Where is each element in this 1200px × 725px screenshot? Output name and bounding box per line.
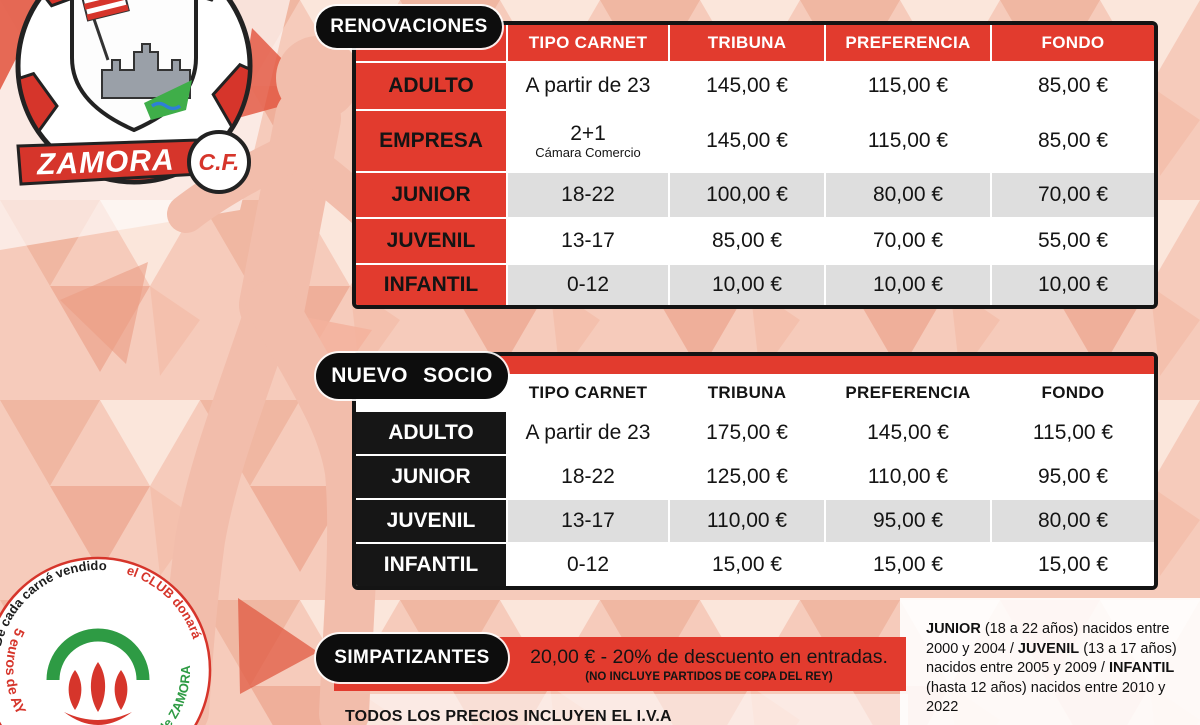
tribuna-price-cell: 100,00 € <box>670 173 824 217</box>
column-header: FONDO <box>992 25 1154 61</box>
preferencia-price-cell: 80,00 € <box>826 173 990 217</box>
preferencia-price-cell: 15,00 € <box>826 544 990 586</box>
row-label: JUVENIL <box>356 500 506 542</box>
row-label: EMPRESA <box>356 111 506 171</box>
carnet-cell: A partir de 23 <box>508 63 668 109</box>
fondo-price-cell: 95,00 € <box>992 456 1154 498</box>
carnet-cell: 13-17 <box>508 219 668 263</box>
shield-flag <box>79 0 130 61</box>
carnet-value: 13-17 <box>561 229 615 253</box>
carnet-subtext: Cámara Comercio <box>535 145 641 161</box>
fondo-price-cell: 15,00 € <box>992 544 1154 586</box>
column-header: TRIBUNA <box>670 376 824 410</box>
club-suffix: C.F. <box>199 149 240 175</box>
fondo-price-cell: 85,00 € <box>992 63 1154 109</box>
row-label: ADULTO <box>356 63 506 109</box>
carnet-cell: 0-12 <box>508 265 668 305</box>
column-header: FONDO <box>992 376 1154 410</box>
simpatizantes-offer: 20,00 € - 20% de descuento en entradas. <box>530 645 888 668</box>
row-label: JUVENIL <box>356 219 506 263</box>
club-name: ZAMORA <box>35 144 175 182</box>
column-header: TRIBUNA <box>670 25 824 61</box>
carnet-value: 18-22 <box>561 183 615 207</box>
tribuna-price-cell: 10,00 € <box>670 265 824 305</box>
cf-roundel <box>187 130 251 194</box>
carnet-cell: A partir de 23 <box>508 412 668 454</box>
row-label: JUNIOR <box>356 456 506 498</box>
preferencia-price-cell: 10,00 € <box>826 265 990 305</box>
carnet-value: 2+1 <box>570 121 606 145</box>
tribuna-price-cell: 85,00 € <box>670 219 824 263</box>
row-label: ADULTO <box>356 412 506 454</box>
renovaciones-table: TIPO CARNET TRIBUNA PREFERENCIA FONDO ADULTO… <box>352 21 1158 309</box>
column-header: PREFERENCIA <box>826 25 990 61</box>
fondo-price-cell: 115,00 € <box>992 412 1154 454</box>
tribuna-price-cell: 145,00 € <box>670 63 824 109</box>
fondo-price-cell: 70,00 € <box>992 173 1154 217</box>
preferencia-price-cell: 70,00 € <box>826 219 990 263</box>
carnet-value: A partir de 23 <box>525 421 651 445</box>
shield-river <box>144 80 192 120</box>
carnet-cell: 18-22 <box>508 456 668 498</box>
column-header: PREFERENCIA <box>826 376 990 410</box>
donation-badge: De cada carné vendido el CLUB donará 5 e… <box>0 556 212 725</box>
carnet-value: 13-17 <box>561 509 615 533</box>
preferencia-price-cell: 110,00 € <box>826 456 990 498</box>
fondo-price-cell: 85,00 € <box>992 111 1154 171</box>
simpatizantes-note: (NO INCLUYE PARTIDOS DE COPA DEL REY) <box>585 670 833 683</box>
row-label: INFANTIL <box>356 544 506 586</box>
preferencia-price-cell: 115,00 € <box>826 111 990 171</box>
renovaciones-heading: RENOVACIONES <box>316 6 502 48</box>
fondo-price-cell: 80,00 € <box>992 500 1154 542</box>
table-top-band <box>356 356 1154 374</box>
tribuna-price-cell: 125,00 € <box>670 456 824 498</box>
vat-note: TODOS LOS PRECIOS INCLUYEN EL I.V.A <box>345 708 672 725</box>
nuevo-socio-heading: NUEVO SOCIO <box>316 353 508 399</box>
carnet-cell: 13-17 <box>508 500 668 542</box>
tribuna-price-cell: 175,00 € <box>670 412 824 454</box>
carnet-value: 0-12 <box>566 553 610 577</box>
column-header: TIPO CARNET <box>508 25 668 61</box>
tribuna-price-cell: 15,00 € <box>670 544 824 586</box>
carnet-value: 18-22 <box>561 465 615 489</box>
simpatizantes-heading: SIMPATIZANTES <box>316 634 508 682</box>
column-header: TIPO CARNET <box>508 376 668 410</box>
preferencia-price-cell: 145,00 € <box>826 412 990 454</box>
badge-green-arch <box>46 628 150 681</box>
zamora-cf-crest: ZAMORA C.F. <box>15 0 253 194</box>
fondo-price-cell: 10,00 € <box>992 265 1154 305</box>
badge-flame-mark <box>64 662 132 725</box>
carnet-value: 0-12 <box>566 273 610 297</box>
carnet-value: A partir de 23 <box>525 74 651 98</box>
carnet-cell: 2+1 Cámara Comercio <box>508 111 668 171</box>
preferencia-price-cell: 95,00 € <box>826 500 990 542</box>
row-label: INFANTIL <box>356 265 506 305</box>
fondo-price-cell: 55,00 € <box>992 219 1154 263</box>
preferencia-price-cell: 115,00 € <box>826 63 990 109</box>
carnet-cell: 0-12 <box>508 544 668 586</box>
carnet-cell: 18-22 <box>508 173 668 217</box>
row-label: JUNIOR <box>356 173 506 217</box>
tribuna-price-cell: 145,00 € <box>670 111 824 171</box>
shield-castle <box>101 43 191 99</box>
age-categories-legend: JUNIOR (18 a 22 años) nacidos entre 2000… <box>926 621 1177 715</box>
tribuna-price-cell: 110,00 € <box>670 500 824 542</box>
